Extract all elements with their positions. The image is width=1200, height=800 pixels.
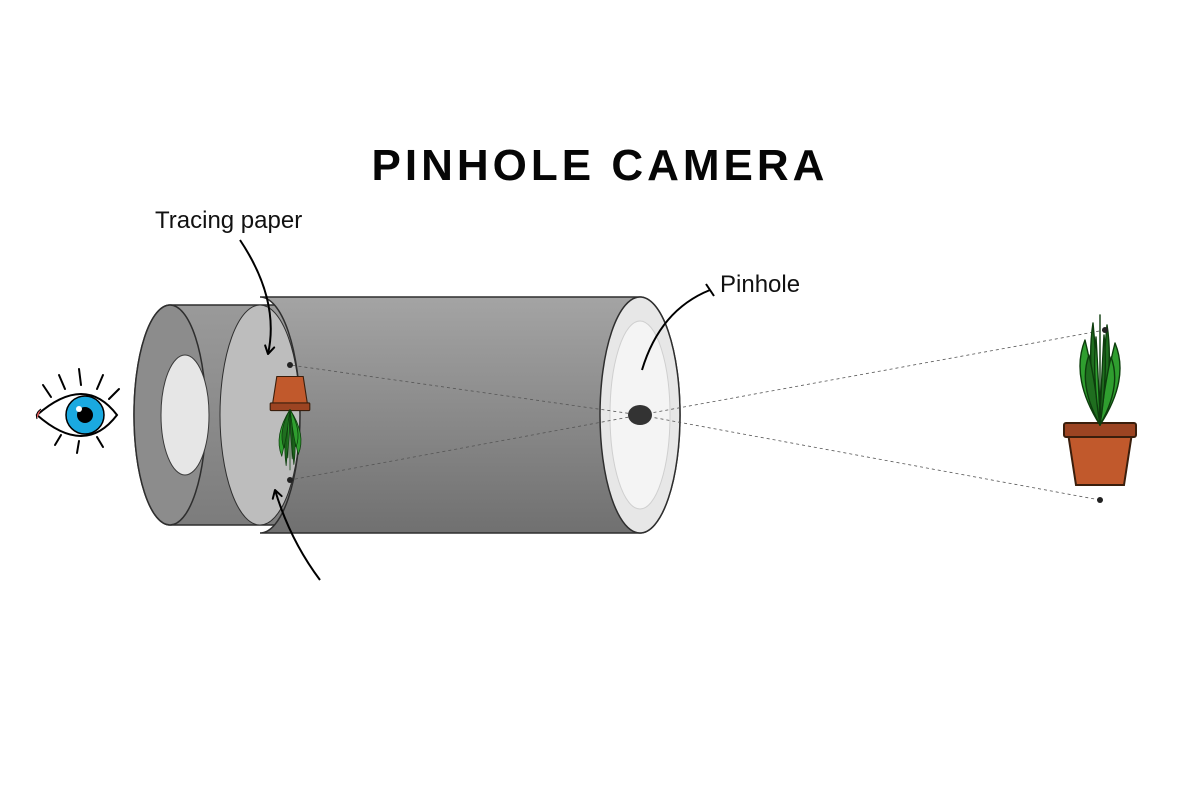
observer-eye-icon [37, 369, 120, 453]
tracing-paper-label: Tracing paper [155, 207, 302, 234]
pinhole-label: Pinhole [720, 271, 800, 298]
outer-window [161, 355, 209, 475]
object-plant [1064, 315, 1136, 485]
camera-body [134, 297, 680, 533]
diagram-title: PINHOLE CAMERA [372, 141, 829, 190]
pinhole-camera-diagram: Tracing paper Pinhole PINHOLE CAMERA [0, 0, 1200, 800]
pinhole-dot [628, 405, 652, 425]
